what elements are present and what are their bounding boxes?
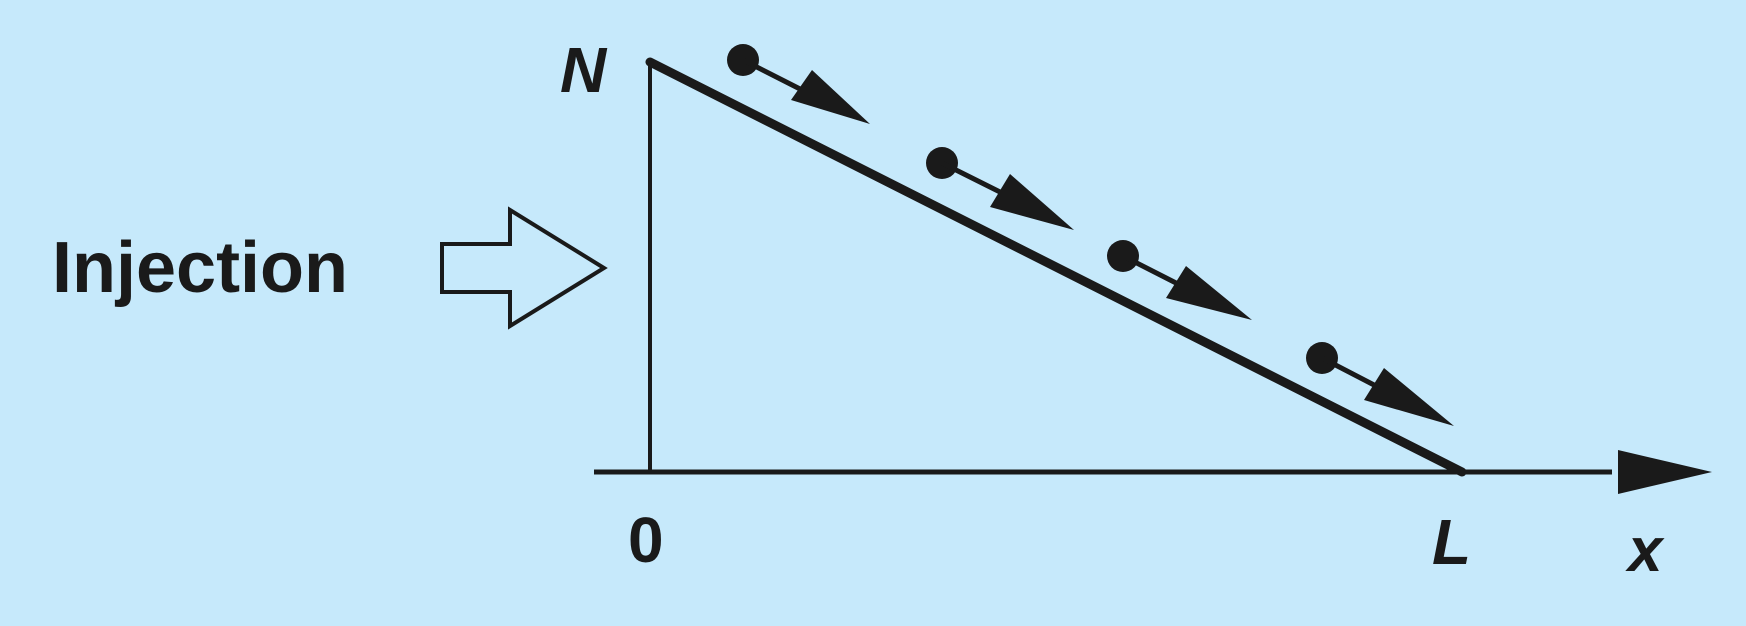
drift-arrow-shaft bbox=[1320, 355, 1378, 389]
carrier-4 bbox=[1306, 342, 1454, 426]
x-axis-label: x bbox=[1628, 516, 1663, 585]
injection-arrow bbox=[440, 206, 608, 330]
density-profile-line bbox=[645, 57, 1467, 477]
length-label: L bbox=[1432, 506, 1472, 578]
drift-arrow-head bbox=[1166, 266, 1252, 320]
drift-arrow-shaft bbox=[940, 160, 1002, 195]
injection-label: Injection bbox=[52, 228, 349, 308]
carrier-3 bbox=[1107, 240, 1252, 320]
origin-label: 0 bbox=[628, 504, 664, 576]
carrier-2 bbox=[926, 147, 1074, 230]
drift-arrow-head bbox=[791, 70, 870, 124]
drift-arrow-shaft bbox=[741, 57, 804, 93]
carrier-1 bbox=[727, 44, 870, 124]
drift-arrow-head bbox=[990, 174, 1074, 230]
drift-arrow-shaft bbox=[1121, 253, 1180, 287]
drift-arrow-head bbox=[1364, 368, 1454, 426]
density-peak-label: N bbox=[560, 34, 607, 106]
x-axis-arrowhead bbox=[1618, 450, 1712, 494]
